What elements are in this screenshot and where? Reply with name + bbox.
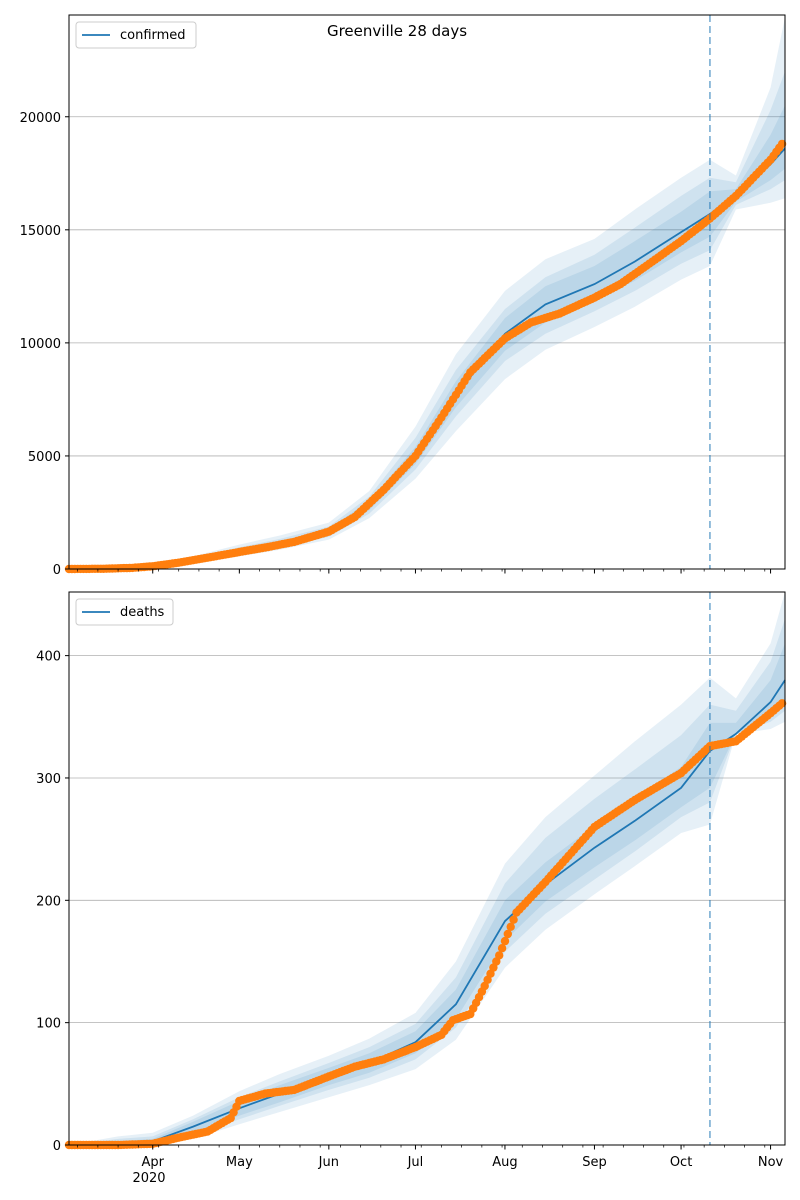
x-tick-label: Apr: [141, 1155, 164, 1170]
deaths-gridlines: [69, 655, 785, 1024]
confirmed-y-tick-label: 5000: [28, 450, 61, 465]
deaths-y-tick-label: 100: [36, 1017, 61, 1032]
deaths-observed-point: [495, 951, 504, 960]
deaths-fit-band: [69, 677, 710, 1145]
deaths-observed-point: [497, 944, 507, 953]
confirmed-legend-label: confirmed: [120, 28, 186, 43]
confirmed-gridlines: [69, 116, 785, 457]
deaths-y-tick-label: 200: [36, 894, 61, 909]
confirmed-y-axis: 0 5000 10000 15000 20000: [20, 111, 69, 578]
deaths-forecast-band: [709, 618, 785, 803]
confirmed-fit-band: [69, 159, 710, 569]
confirmed-observed-points: [64, 139, 787, 574]
deaths-observed-point: [509, 915, 518, 924]
confirmed-x-axis: [77, 569, 772, 574]
deaths-observed-point: [503, 929, 512, 939]
deaths-observed-point: [777, 699, 787, 708]
confirmed-plot-frame: [68, 14, 786, 570]
confirmed-fit-band: [69, 177, 710, 570]
deaths-forecast-band: [709, 643, 785, 788]
confirmed-panel: 0 5000 10000 15000 20000 confirmed: [20, 14, 787, 578]
deaths-x-axis: Apr May Jun Jul Aug Sep Oct Nov: [77, 1145, 784, 1170]
x-tick-label: May: [226, 1155, 253, 1170]
deaths-forecast-band: [709, 592, 785, 825]
figure-title: Greenville 28 days: [327, 22, 467, 40]
deaths-panel: 0 100 200 300 400 Apr May Jun Jul Aug Sep Oct Nov d…: [36, 591, 787, 1186]
x-tick-label: Sep: [582, 1155, 607, 1170]
x-tick-label: Oct: [670, 1155, 692, 1170]
x-axis-year-label: 2020: [132, 1171, 165, 1186]
confirmed-y-tick-label: 10000: [20, 337, 61, 352]
confirmed-y-tick-label: 15000: [20, 224, 61, 239]
deaths-y-tick-label: 300: [36, 772, 61, 787]
confirmed-legend: confirmed: [75, 21, 197, 49]
deaths-y-tick-label: 0: [53, 1139, 61, 1154]
confirmed-legend-box: [75, 21, 197, 49]
confirmed-fit-band: [69, 191, 710, 569]
confirmed-observed-point: [777, 139, 787, 149]
x-tick-label: Nov: [758, 1155, 784, 1170]
deaths-y-axis: 0 100 200 300 400: [36, 650, 69, 1154]
deaths-observed-point: [506, 922, 515, 931]
deaths-y-tick-label: 400: [36, 650, 61, 665]
x-tick-label: Aug: [492, 1155, 517, 1170]
deaths-legend: deaths: [75, 598, 174, 626]
confirmed-y-tick-label: 0: [53, 563, 61, 578]
deaths-plot-frame: [68, 591, 786, 1146]
confirmed-uncertainty-bands: [69, 17, 785, 570]
confirmed-y-tick-label: 20000: [20, 111, 61, 126]
deaths-legend-label: deaths: [120, 605, 165, 620]
deaths-observed-point: [500, 936, 510, 946]
deaths-legend-box: [75, 598, 174, 626]
deaths-observed-points: [64, 699, 787, 1150]
deaths-uncertainty-bands: [69, 592, 785, 1145]
x-tick-label: Jul: [407, 1155, 424, 1170]
x-tick-label: Jun: [318, 1155, 339, 1170]
